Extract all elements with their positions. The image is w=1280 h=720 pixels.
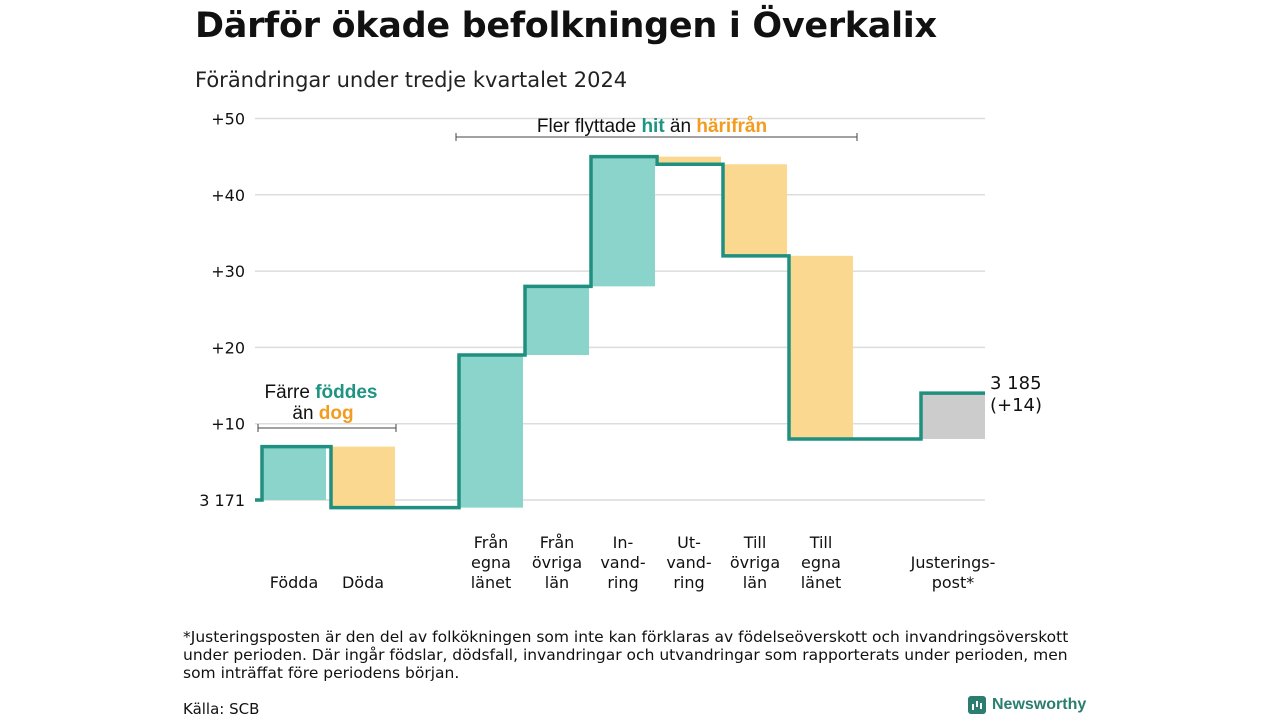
waterfall-bar	[723, 164, 787, 256]
waterfall-bar	[331, 446, 395, 508]
waterfall-bar	[921, 393, 985, 439]
category-label: egna	[471, 553, 511, 572]
category-label: Justerings-	[910, 553, 996, 572]
waterfall-bar	[657, 156, 721, 165]
final-population-label: 3 185	[990, 373, 1042, 394]
waterfall-bar	[789, 255, 853, 439]
y-tick-label: +40	[211, 186, 245, 205]
category-label: egna	[801, 553, 841, 572]
category-label: Födda	[270, 573, 319, 592]
category-label: Till	[809, 533, 833, 552]
category-label: vand-	[666, 553, 711, 572]
y-tick-label: +10	[211, 415, 245, 434]
category-label: län	[545, 573, 569, 592]
waterfall-bar	[591, 156, 655, 287]
cumulative-step-line	[255, 154, 985, 510]
final-change-label: (+14)	[990, 395, 1042, 416]
y-tick-label: +20	[211, 338, 245, 357]
waterfall-bar	[459, 355, 523, 508]
migration-annotation: Fler flyttade hit än härifrån	[537, 116, 767, 137]
category-label: Ut-	[677, 533, 701, 552]
waterfall-bar	[262, 446, 326, 500]
category-label: Från	[540, 533, 575, 552]
category-label: ring	[673, 573, 704, 592]
category-label: Döda	[342, 573, 384, 592]
category-label: post*	[932, 573, 975, 592]
births-annotation-line2: än dog	[292, 403, 353, 424]
y-tick-label: +30	[211, 262, 245, 281]
category-label: Från	[474, 533, 509, 552]
category-label: ring	[607, 573, 638, 592]
chart-subtitle: Förändringar under tredje kvartalet 2024	[195, 68, 628, 92]
category-label: länet	[471, 573, 512, 592]
category-label: övriga	[730, 553, 780, 572]
category-label: vand-	[600, 553, 645, 572]
footnote: *Justeringsposten är den del av folkökni…	[183, 628, 1069, 682]
category-label: övriga	[532, 553, 582, 572]
waterfall-bar	[525, 286, 589, 356]
source-note: Källa: SCB	[183, 700, 260, 718]
base-population-label: 3 171	[199, 491, 245, 510]
y-tick-label: +50	[211, 110, 245, 129]
newsworthy-logo-icon	[968, 696, 986, 714]
category-label: Till	[743, 533, 767, 552]
category-label: In-	[613, 533, 634, 552]
births-annotation-line1: Färre föddes	[265, 382, 378, 403]
brand-logo: Newsworthy	[968, 696, 1086, 714]
brand-name: Newsworthy	[992, 696, 1087, 713]
category-label: länet	[801, 573, 842, 592]
chart-title: Därför ökade befolkningen i Överkalix	[195, 6, 937, 46]
category-label: län	[743, 573, 767, 592]
